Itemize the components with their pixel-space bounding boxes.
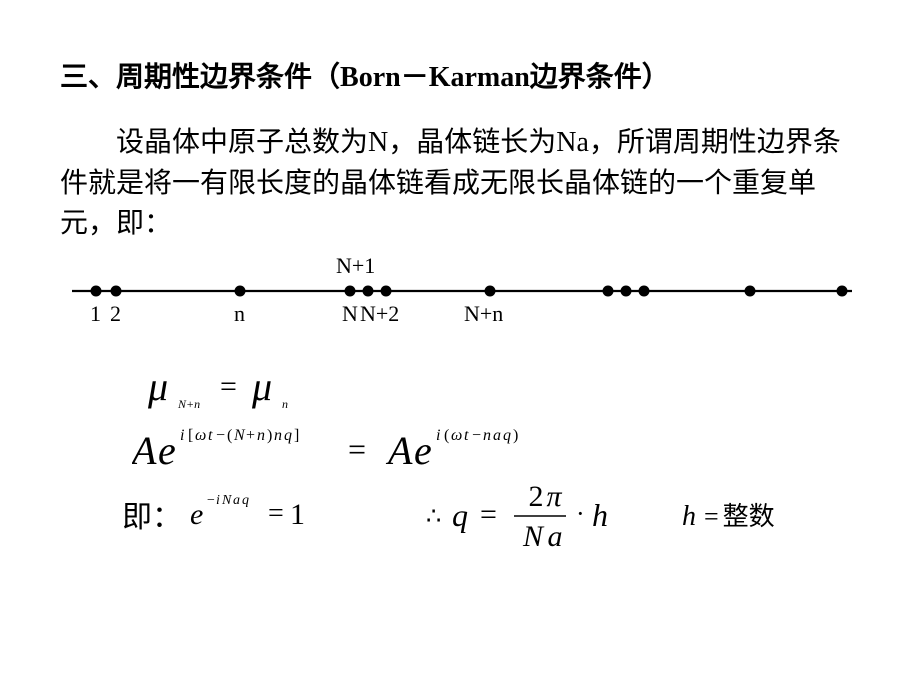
svg-text:μ: μ [251,364,272,409]
svg-text:−: − [216,427,225,444]
svg-text:): ) [267,427,272,444]
equations-block: μN+n=μn Aei[ωt−(N+n)nq]=Aei(ωt−naq) 即： e… [60,360,860,570]
svg-text:a: a [493,427,501,444]
svg-text:=: = [220,370,237,403]
svg-text:a: a [548,520,563,553]
svg-text:=: = [268,498,284,529]
svg-text:(: ( [227,427,232,444]
equation-mu: μN+n=μn [148,360,408,419]
svg-text:π: π [546,480,562,513]
svg-text:e: e [158,428,176,473]
equation-h-integer: h =整数 [682,496,775,533]
svg-text:N: N [522,520,545,553]
svg-text:ω: ω [451,427,462,444]
svg-text:q: q [242,493,249,508]
intro-paragraph: 设晶体中原子总数为N，晶体链长为Na，所谓周期性边界条件就是将一有限长度的晶体链… [60,123,860,245]
svg-text:t: t [464,427,469,444]
svg-text:q: q [503,427,511,444]
heading-latin: Born－Karman [340,62,530,93]
svg-text:i: i [436,427,440,444]
svg-text:e: e [414,428,432,473]
svg-text:N: N [221,493,232,508]
section-heading: 三、周期性边界条件（Born－Karman边界条件） [60,55,860,95]
equation-wave: Aei[ωt−(N+n)nq]=Aei(ωt−naq) [132,420,612,481]
svg-text:N: N [233,427,246,444]
eq3b-svg: ∴ q = 2πNa ·h [426,476,656,556]
svg-text:h: h [592,497,608,533]
equation-exp-eq-1: e−iNaq =1 [190,490,360,539]
svg-text:−: − [207,493,215,508]
svg-text:n: n [282,397,288,411]
svg-text:1: 1 [90,301,101,326]
svg-text:−: − [472,427,481,444]
svg-text:q: q [284,427,292,444]
svg-text:e: e [190,498,203,531]
svg-text:A: A [385,428,413,473]
eq3c-h: h [682,501,696,532]
svg-text:=: = [348,431,366,467]
eq3c-eq: = [700,502,723,531]
equation-q-value: ∴ q = 2πNa ·h [426,476,656,561]
svg-text:+: + [246,427,255,444]
equation-row-3: 即： e−iNaq=1 ∴q=2πNa·h h =整数 [122,490,862,539]
svg-text:i: i [180,427,184,444]
svg-text:n: n [257,427,265,444]
svg-text:ω: ω [195,427,206,444]
svg-text:N+1: N+1 [336,253,375,278]
svg-text:n: n [274,427,282,444]
eq3a-label: 即： [122,492,182,536]
svg-text:μ: μ [148,364,168,409]
svg-text:N: N [342,301,358,326]
svg-text:[: [ [188,427,193,444]
svg-text:N+n: N+n [464,301,503,326]
svg-text:=: = [480,498,497,531]
svg-text:n: n [234,301,245,326]
eq2-svg: Aei[ωt−(N+n)nq]=Aei(ωt−naq) [132,420,612,476]
svg-text:2: 2 [529,480,544,513]
svg-text:i: i [216,493,220,508]
eq1-svg: μN+n=μn [148,360,408,414]
svg-text:): ) [513,427,518,444]
svg-text:A: A [132,428,157,473]
svg-text:a: a [233,493,240,508]
svg-text:q: q [452,497,468,533]
chain-svg: 12 n N N+1 N+2 N+n [60,251,860,341]
heading-prefix: 三、周期性边界条件（ [60,62,340,93]
svg-text:·: · [576,499,585,528]
heading-suffix: 边界条件） [530,62,670,93]
svg-text:n: n [483,427,491,444]
atom-chain-diagram: 12 n N N+1 N+2 N+n [60,251,860,346]
svg-text:t: t [208,427,213,444]
slide-page: 三、周期性边界条件（Born－Karman边界条件） 设晶体中原子总数为N，晶体… [0,0,920,690]
eq3a-svg: e−iNaq =1 [190,490,360,534]
svg-text:∴: ∴ [426,504,441,530]
svg-text:]: ] [294,427,299,444]
svg-text:N+2: N+2 [360,301,399,326]
svg-text:N+n: N+n [177,397,200,411]
svg-text:(: ( [444,427,449,444]
svg-text:2: 2 [110,301,121,326]
svg-text:1: 1 [290,498,305,531]
eq3c-word: 整数 [723,502,775,531]
